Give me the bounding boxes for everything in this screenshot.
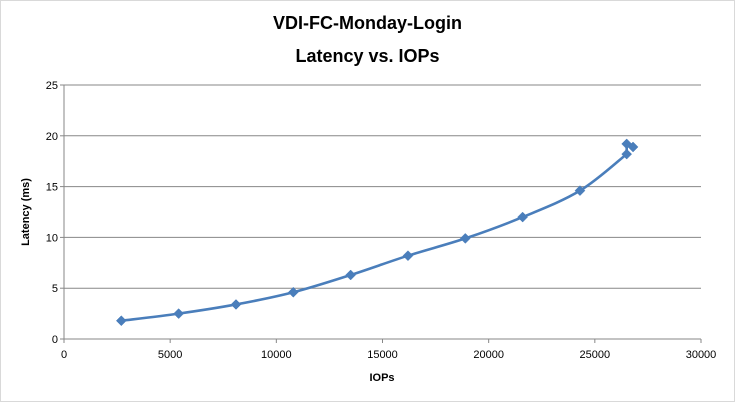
x-tick-label: 5000 (158, 349, 182, 361)
data-point (402, 250, 414, 262)
x-axis-title: IOPs (369, 372, 394, 384)
series-line (121, 142, 634, 323)
tick-labels: 0 5 10 15 20 25 0 5000 10000 15000 20000 25000 30000 (46, 80, 717, 361)
chart-subtitle: Latency vs. IOPs (295, 46, 440, 66)
x-tick-label: 0 (61, 349, 67, 361)
data-point (115, 315, 127, 327)
x-tick-label: 25000 (580, 349, 611, 361)
y-axis-title: Latency (ms) (20, 178, 32, 246)
x-tick-label: 15000 (367, 349, 398, 361)
x-tick-label: 10000 (261, 349, 292, 361)
data-point (287, 286, 299, 298)
x-tick-label: 30000 (686, 349, 717, 361)
x-tick-label: 20000 (473, 349, 504, 361)
y-tick-label: 0 (52, 334, 58, 346)
data-point (574, 185, 586, 197)
axes (60, 84, 702, 343)
data-point (345, 269, 357, 281)
y-tick-label: 10 (46, 232, 58, 244)
data-point (173, 308, 185, 319)
data-point (621, 148, 633, 160)
data-point (517, 211, 528, 223)
y-tick-label: 20 (46, 131, 58, 143)
data-point (230, 299, 242, 310)
chart-title: VDI-FC-Monday-Login (273, 13, 462, 33)
data-point (459, 233, 471, 244)
data-point (627, 141, 639, 153)
series-group (115, 138, 639, 327)
y-tick-label: 5 (52, 283, 58, 295)
y-tick-label: 25 (46, 80, 58, 92)
y-tick-label: 15 (46, 182, 58, 194)
gridlines (64, 84, 701, 289)
